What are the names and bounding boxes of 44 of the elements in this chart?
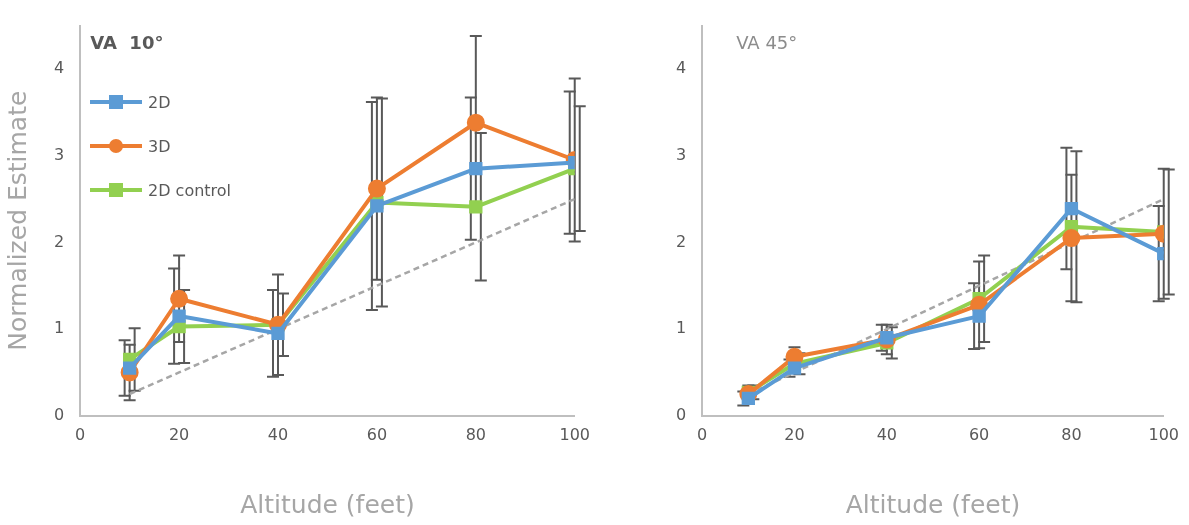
y-axis-title: Normalized Estimate [2,90,32,351]
y-tick-label: 3 [675,144,687,164]
x-tick-label: 40 [876,424,897,444]
x-tick-label: 60 [366,424,388,444]
x-tick-label: 80 [1061,424,1082,444]
x-tick-label: 0 [697,424,708,444]
point [122,361,137,375]
x-tick-label: 20 [784,424,805,444]
point [469,200,483,214]
chart-title: VA 45° [736,32,798,54]
y-tick-label: 4 [53,58,65,78]
point [466,113,485,132]
y-tick-label: 0 [675,404,687,424]
point [1062,229,1081,248]
point [741,391,755,406]
x-tick-label: 40 [267,424,289,444]
line-series [128,197,575,396]
y-tick-label: 2 [53,231,65,251]
x-axis-title: Altitude (feet) [845,489,1021,519]
y-tick-label: 1 [53,318,65,338]
y-tick-label: 1 [675,318,687,338]
x-tick-label: 100 [559,424,590,444]
point [469,162,483,176]
x-axis-title: Altitude (feet) [240,489,415,519]
x-tick-label: 60 [968,424,990,444]
point [370,199,384,213]
y-tick-label: 4 [675,58,687,78]
legend-label: 2D control [148,180,232,200]
y-tick-label: 2 [675,231,687,251]
x-tick-label: 100 [1148,424,1179,444]
x-tick-label: 80 [465,424,486,444]
chart-title: VA 10° [90,32,164,54]
x-tick-label: 20 [168,424,190,444]
point [367,179,386,198]
point [271,326,285,341]
y-tick-label: 3 [53,144,65,164]
point [972,309,986,323]
y-tick-label: 0 [53,404,65,424]
legend-label: 3D [148,136,171,156]
legend-label: 2D [148,92,171,112]
x-tick-label: 0 [75,424,86,444]
point [1064,201,1079,216]
point [172,309,186,323]
point [170,289,189,308]
